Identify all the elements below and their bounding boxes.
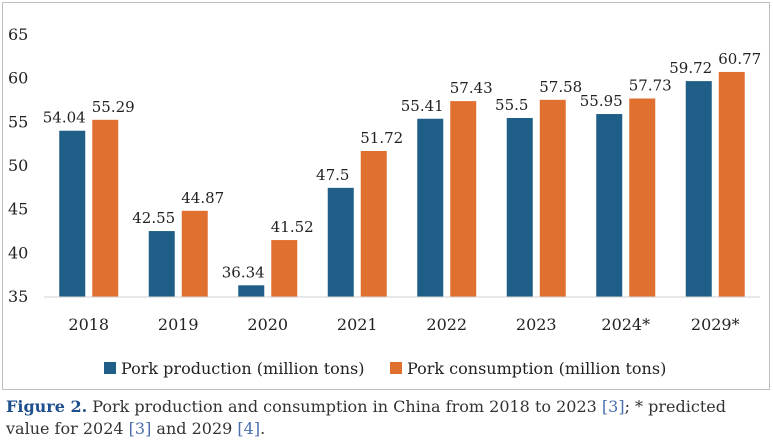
chart: 35 40 45 50 55 60 65 54.04 55.29 42.55 44.87 36.34… xyxy=(8,25,761,378)
x-tick-label: 2020 xyxy=(247,315,288,334)
x-tick-label: 2022 xyxy=(426,315,467,334)
caption-text-2: ; * predicted value for 2024 xyxy=(6,397,726,438)
bars: 54.04 55.29 42.55 44.87 36.34 41.52 47.5 51.72 5… xyxy=(43,50,761,298)
data-label-production: 42.55 xyxy=(132,209,175,227)
bar-production xyxy=(506,117,533,297)
bar-production xyxy=(596,114,623,297)
bar-consumption xyxy=(92,119,119,298)
caption-ref-2[interactable]: [3] xyxy=(128,419,152,438)
data-label-consumption: 57.58 xyxy=(539,78,582,96)
caption-text-3: and 2029 xyxy=(151,419,238,438)
bar-consumption xyxy=(181,210,208,297)
data-label-production: 55.95 xyxy=(580,92,623,110)
bar-consumption xyxy=(629,98,656,297)
x-tick-label: 2024* xyxy=(601,315,650,334)
data-label-production: 47.5 xyxy=(316,166,349,184)
bar-production xyxy=(59,130,86,297)
legend: Pork production (million tons) Pork cons… xyxy=(104,359,666,378)
data-label-production: 55.5 xyxy=(495,96,528,114)
legend-label-consumption: Pork consumption (million tons) xyxy=(407,359,666,378)
bar-consumption xyxy=(360,150,387,297)
legend-label-production: Pork production (million tons) xyxy=(121,359,365,378)
y-tick-label: 35 xyxy=(8,287,28,306)
x-tick-label: 2018 xyxy=(68,315,109,334)
y-tick-label: 50 xyxy=(8,156,28,175)
caption-ref-3[interactable]: [4] xyxy=(237,419,261,438)
data-label-production: 54.04 xyxy=(43,109,86,127)
data-label-production: 55.41 xyxy=(401,97,444,115)
y-tick-label: 45 xyxy=(8,200,28,219)
caption-text-1: Pork production and consumption in China… xyxy=(87,397,602,416)
data-label-consumption: 60.77 xyxy=(718,50,761,68)
data-label-production: 59.72 xyxy=(669,59,712,77)
bar-production xyxy=(417,118,444,297)
data-label-consumption: 51.72 xyxy=(360,129,403,147)
legend-swatch-production xyxy=(104,362,116,374)
bar-production xyxy=(327,187,354,297)
bar-production xyxy=(238,285,265,297)
x-tick-label: 2021 xyxy=(337,315,378,334)
caption-text-4: . xyxy=(260,419,266,438)
y-tick-label: 65 xyxy=(8,25,28,44)
data-label-consumption: 57.43 xyxy=(450,79,493,97)
bar-production xyxy=(685,81,712,297)
data-label-consumption: 41.52 xyxy=(271,218,314,236)
bar-consumption xyxy=(718,71,745,297)
data-label-consumption: 44.87 xyxy=(181,189,224,207)
legend-swatch-consumption xyxy=(390,362,402,374)
bar-consumption xyxy=(271,240,298,297)
data-label-production: 36.34 xyxy=(222,263,265,281)
x-tick-label: 2023 xyxy=(516,315,557,334)
bar-production xyxy=(148,231,175,297)
bar-consumption xyxy=(450,101,477,298)
y-axis: 35 40 45 50 55 60 65 xyxy=(8,25,28,306)
x-tick-label: 2019 xyxy=(158,315,199,334)
x-tick-label: 2029* xyxy=(691,315,740,334)
caption-figure-number: Figure 2. xyxy=(6,397,88,416)
y-tick-label: 60 xyxy=(8,69,28,88)
y-tick-label: 55 xyxy=(8,112,28,131)
data-label-consumption: 55.29 xyxy=(92,98,135,116)
data-label-consumption: 57.73 xyxy=(629,76,672,94)
x-axis: 2018 2019 2020 2021 2022 2023 2024* 2029* xyxy=(44,296,760,334)
figure-caption: Figure 2. Pork production and consumptio… xyxy=(6,396,768,440)
y-tick-label: 40 xyxy=(8,243,28,262)
caption-ref-1[interactable]: [3] xyxy=(601,397,625,416)
bar-consumption xyxy=(539,99,566,297)
